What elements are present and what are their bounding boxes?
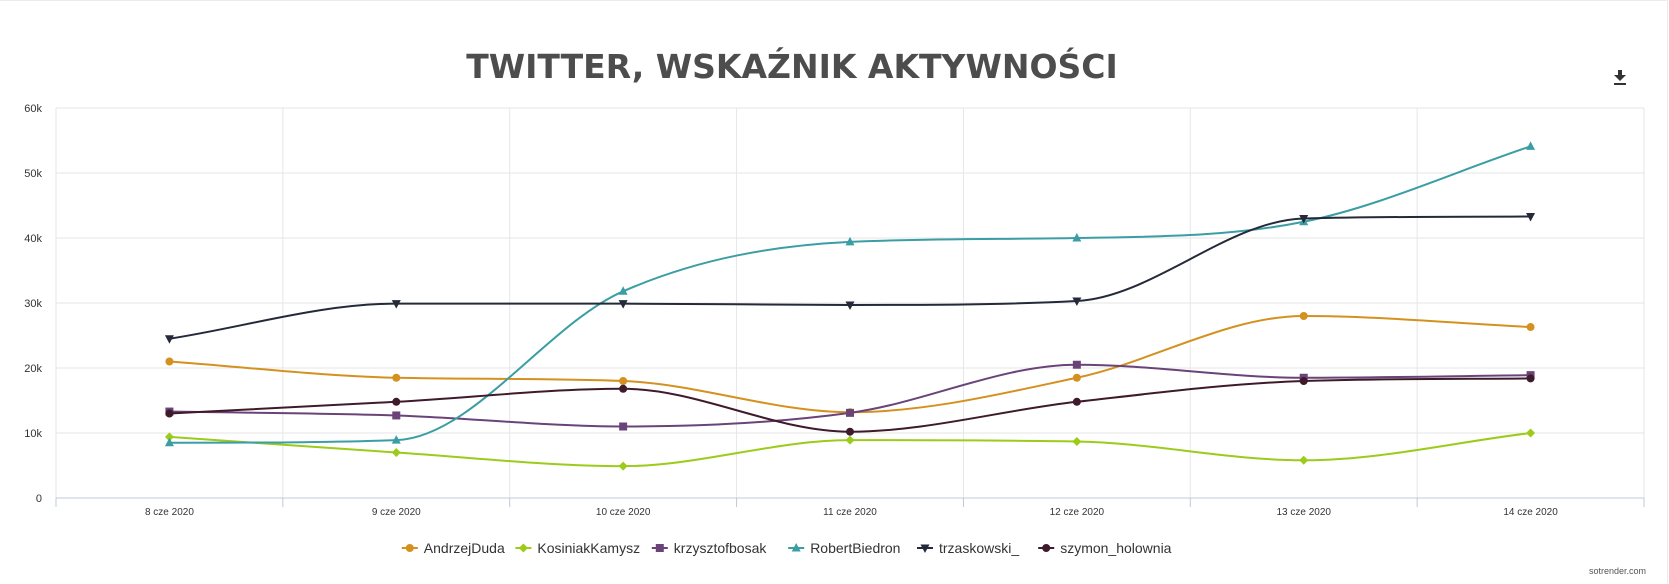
data-point — [391, 300, 401, 309]
series-KosiniakKamysz — [164, 428, 1536, 471]
data-point — [1072, 233, 1082, 242]
data-point — [165, 409, 174, 418]
legend-label: RobertBiedron — [810, 540, 900, 556]
legend-label: KosiniakKamysz — [537, 540, 640, 556]
data-point — [164, 335, 174, 344]
x-tick-label: 9 cze 2020 — [372, 507, 421, 518]
data-point — [1072, 360, 1081, 369]
series-trzaskowski_ — [164, 213, 1536, 344]
data-point — [618, 461, 628, 471]
series-layer — [164, 141, 1536, 471]
data-point — [1072, 297, 1082, 307]
data-point — [1526, 323, 1535, 332]
x-tick-label: 13 cze 2020 — [1276, 507, 1331, 518]
data-point — [1299, 215, 1309, 224]
x-tick-label: 11 cze 2020 — [823, 507, 877, 518]
y-tick-label: 50k — [24, 168, 42, 180]
credit-text: sotrender.com — [1589, 566, 1646, 576]
series-krzysztofbosak — [165, 360, 1535, 431]
series-line — [169, 377, 1531, 433]
data-point — [618, 300, 628, 309]
data-point — [619, 384, 628, 393]
series-AndrzejDuda — [165, 312, 1535, 417]
data-point — [165, 357, 174, 366]
y-tick-label: 30k — [24, 298, 42, 310]
y-tick-label: 0 — [36, 493, 42, 505]
series-line — [169, 363, 1531, 428]
legend-marker — [655, 544, 664, 552]
legend: AndrzejDuda KosiniakKamysz krzysztofbosak R… — [401, 540, 1172, 556]
data-point — [164, 432, 174, 442]
legend-label: AndrzejDuda — [424, 540, 505, 556]
legend-marker — [518, 543, 528, 553]
x-tick-label: 8 cze 2020 — [145, 507, 194, 518]
data-point — [846, 408, 854, 417]
series-szymon_holownia — [165, 374, 1535, 436]
data-point — [391, 448, 401, 457]
legend-label: krzysztofbosak — [674, 540, 768, 556]
data-point — [1526, 374, 1535, 383]
data-point — [619, 377, 628, 385]
data-point — [391, 435, 401, 444]
data-point — [1299, 377, 1308, 385]
series-RobertBiedron — [164, 141, 1536, 447]
data-point — [1299, 312, 1308, 320]
data-point — [392, 397, 401, 406]
data-point — [619, 422, 628, 431]
series-line — [169, 145, 1531, 444]
data-point — [392, 411, 401, 420]
legend-marker — [920, 544, 930, 553]
download-icon — [1614, 70, 1626, 85]
grid — [55, 107, 1645, 498]
data-point — [1299, 455, 1309, 465]
series-line — [169, 215, 1531, 340]
legend-item-krzysztofbosak[interactable]: krzysztofbosak — [651, 540, 768, 556]
legend-item-szymon_holownia[interactable]: szymon_holownia — [1038, 540, 1172, 556]
data-point — [1526, 141, 1536, 150]
legend-marker — [791, 543, 801, 552]
axes: 0 10k 20k 30k 40k 50k 60k 8 cze 2020 9 cze 2020 1… — [24, 103, 1645, 518]
legend-marker — [1042, 544, 1051, 552]
data-point — [845, 236, 855, 246]
legend-item-RobertBiedron[interactable]: RobertBiedron — [788, 540, 900, 556]
data-point — [845, 301, 855, 310]
data-point — [392, 373, 401, 382]
y-tick-label: 10k — [24, 428, 42, 440]
y-tick-label: 60k — [24, 103, 42, 115]
x-tick-label: 10 cze 2020 — [596, 507, 651, 518]
legend-item-trzaskowski_[interactable]: trzaskowski_ — [917, 540, 1019, 556]
x-tick-label: 12 cze 2020 — [1050, 507, 1105, 518]
data-point — [164, 437, 174, 447]
chart-title: TWITTER, WSKAŹNIK AKTYWNOŚCI — [466, 46, 1118, 86]
legend-item-AndrzejDuda[interactable]: AndrzejDuda — [401, 540, 505, 556]
y-tick-label: 20k — [24, 363, 42, 375]
legend-label: szymon_holownia — [1060, 540, 1171, 556]
y-tick-label: 40k — [24, 233, 42, 245]
series-line — [169, 314, 1531, 414]
data-point — [1526, 428, 1536, 438]
download-button[interactable] — [1608, 64, 1632, 88]
data-point — [1526, 213, 1536, 222]
data-point — [1072, 436, 1082, 446]
data-point — [1072, 397, 1081, 406]
data-point — [1072, 373, 1081, 382]
x-tick-label: 14 cze 2020 — [1503, 507, 1558, 518]
legend-item-KosiniakKamysz[interactable]: KosiniakKamysz — [515, 540, 640, 556]
legend-label: trzaskowski_ — [939, 540, 1019, 556]
legend-marker — [405, 544, 414, 552]
data-point — [845, 435, 855, 445]
data-point — [618, 286, 628, 295]
data-point — [846, 427, 854, 436]
